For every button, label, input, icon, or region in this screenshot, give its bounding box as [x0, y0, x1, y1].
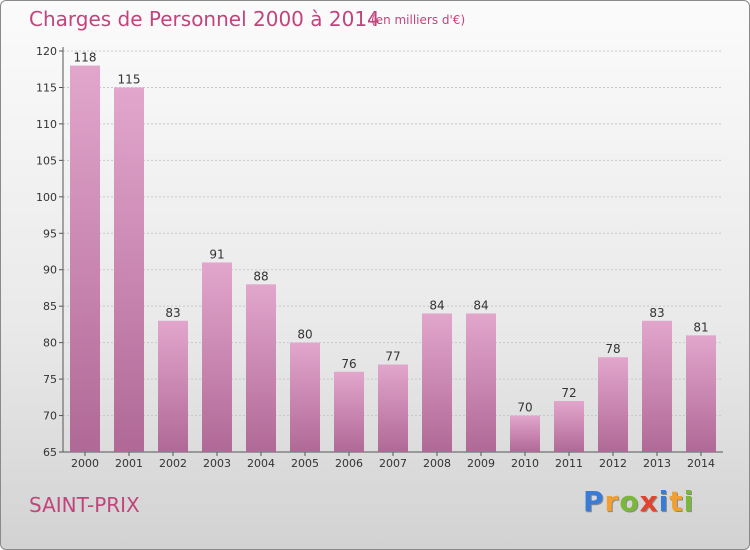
- data-label: 72: [561, 386, 576, 400]
- x-tick-label: 2007: [379, 457, 407, 470]
- logo-letter: i: [658, 485, 670, 518]
- bar: [378, 364, 408, 452]
- data-label: 77: [385, 350, 400, 364]
- bar: [202, 262, 232, 452]
- bar-chart: 65 70 75 80 85 90 95 100 105 110 115 120 118 2000 115 2…: [36, 45, 723, 470]
- data-label: 88: [253, 269, 268, 283]
- y-tick-label: 105: [36, 154, 57, 167]
- x-tick-label: 2004: [247, 457, 275, 470]
- logo-letter: o: [619, 485, 640, 518]
- data-label: 76: [341, 357, 356, 371]
- y-tick-label: 120: [36, 45, 57, 58]
- bar: [510, 415, 540, 452]
- bar: [422, 313, 452, 452]
- x-tick-label: 2001: [115, 457, 143, 470]
- x-tick-label: 2013: [643, 457, 671, 470]
- bar: [290, 342, 320, 452]
- bar: [554, 400, 584, 452]
- logo-letter: i: [683, 485, 695, 518]
- x-tick-label: 2012: [599, 457, 627, 470]
- data-label: 115: [118, 72, 141, 86]
- bar: [246, 284, 276, 452]
- y-tick-label: 110: [36, 118, 57, 131]
- bar: [642, 320, 672, 452]
- logo-letter: t: [669, 485, 684, 518]
- data-label: 91: [209, 247, 224, 261]
- commune-name: SAINT-PRIX: [29, 493, 140, 517]
- data-label: 84: [429, 298, 444, 312]
- bar: [158, 320, 188, 452]
- y-tick-label: 70: [43, 410, 57, 423]
- data-label: 118: [74, 51, 97, 65]
- x-tick-label: 2008: [423, 457, 451, 470]
- x-tick-label: 2014: [687, 457, 715, 470]
- x-tick-label: 2003: [203, 457, 231, 470]
- bar: [686, 335, 716, 452]
- bar: [334, 371, 364, 452]
- x-tick-label: 2005: [291, 457, 319, 470]
- logo-letter: P: [583, 485, 605, 518]
- data-label: 78: [605, 342, 620, 356]
- data-label: 70: [517, 401, 532, 415]
- logo-letter: r: [604, 485, 620, 518]
- bar: [598, 357, 628, 452]
- bar: [70, 65, 100, 452]
- y-tick-label: 115: [36, 81, 57, 94]
- y-tick-label: 80: [43, 337, 57, 350]
- x-tick-label: 2002: [159, 457, 187, 470]
- data-label: 84: [473, 298, 488, 312]
- chart-title: Charges de Personnel 2000 à 2014: [29, 7, 380, 31]
- data-label: 80: [297, 328, 312, 342]
- x-tick-label: 2009: [467, 457, 495, 470]
- y-tick-label: 90: [43, 264, 57, 277]
- data-label: 81: [693, 320, 708, 334]
- x-tick-label: 2000: [71, 457, 99, 470]
- x-tick-label: 2010: [511, 457, 539, 470]
- proxiti-logo[interactable]: Proxiti: [583, 485, 694, 518]
- y-tick-label: 95: [43, 227, 57, 240]
- x-tick-label: 2011: [555, 457, 583, 470]
- y-tick-label: 85: [43, 300, 57, 313]
- y-tick-label: 65: [43, 446, 57, 459]
- data-label: 83: [165, 306, 180, 320]
- y-tick-label: 75: [43, 373, 57, 386]
- x-tick-label: 2006: [335, 457, 363, 470]
- bar: [114, 87, 144, 453]
- data-label: 83: [649, 306, 664, 320]
- y-tick-label: 100: [36, 191, 57, 204]
- logo-letter: x: [639, 485, 659, 518]
- chart-subtitle: (en milliers d'€): [371, 13, 466, 27]
- bar: [466, 313, 496, 452]
